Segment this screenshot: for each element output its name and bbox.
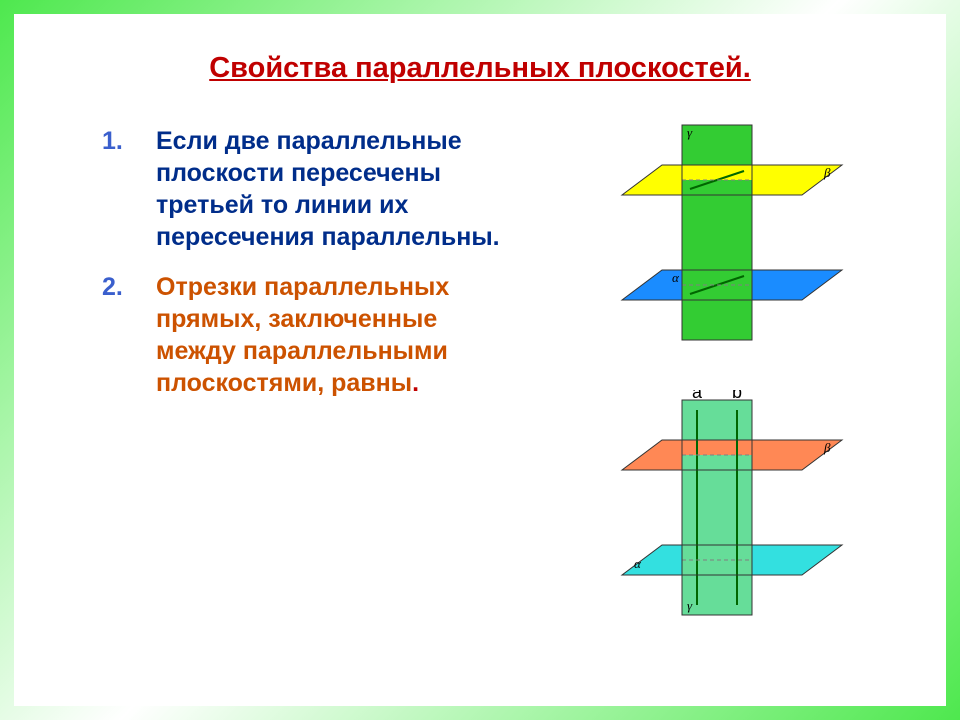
d1-vertical-front-mid bbox=[682, 180, 752, 285]
d1-alpha-label: α bbox=[672, 270, 680, 285]
d2-b-label: b bbox=[732, 390, 742, 402]
diagram-column: γ β α bbox=[522, 125, 946, 417]
d2-vertical-front-low bbox=[682, 560, 752, 615]
list-item-2: Отрезки параллельных прямых, заключенные… bbox=[102, 271, 522, 399]
list-item-2-text: Отрезки параллельных прямых, заключенные… bbox=[156, 273, 449, 397]
d2-gamma-label: γ bbox=[687, 598, 693, 613]
d2-beta-label: β bbox=[823, 440, 831, 455]
text-column: Если две параллельные плоскости пересече… bbox=[102, 125, 522, 417]
content-row: Если две параллельные плоскости пересече… bbox=[14, 125, 946, 417]
d2-vertical-front-mid bbox=[682, 455, 752, 560]
slide-title: Свойства параллельных плоскостей. bbox=[14, 14, 946, 85]
d2-alpha-label: α bbox=[634, 556, 642, 571]
list-item-1-text: Если две параллельные плоскости пересече… bbox=[156, 127, 500, 251]
slide-body: Свойства параллельных плоскостей. Если д… bbox=[14, 14, 946, 706]
list-item-2-period: . bbox=[412, 369, 419, 397]
diagram-2: a b β α γ bbox=[562, 390, 862, 640]
d1-gamma-label: γ bbox=[687, 125, 693, 140]
diagram-1: γ β α bbox=[562, 115, 862, 365]
d2-a-label: a bbox=[692, 390, 703, 402]
d1-beta-label: β bbox=[823, 165, 831, 180]
list-item-1: Если две параллельные плоскости пересече… bbox=[102, 125, 522, 253]
gradient-frame: Свойства параллельных плоскостей. Если д… bbox=[0, 0, 960, 720]
properties-list: Если две параллельные плоскости пересече… bbox=[102, 125, 522, 399]
